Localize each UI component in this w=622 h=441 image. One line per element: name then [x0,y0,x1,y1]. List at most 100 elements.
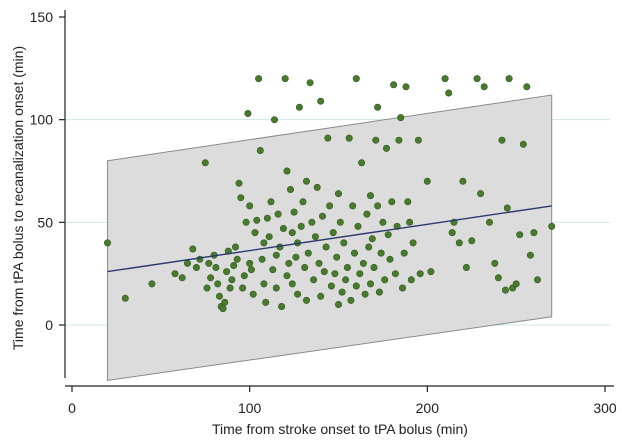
data-point [203,284,211,292]
data-point [356,270,364,278]
data-point [205,259,213,267]
data-point [441,75,449,83]
data-point [349,202,357,210]
data-point [448,229,456,237]
data-point [345,134,353,142]
data-point [455,239,463,247]
data-point [247,266,255,274]
data-point [480,83,488,91]
data-point [368,235,376,243]
data-point [503,204,511,212]
data-point [317,292,325,300]
data-point [237,194,245,202]
data-point [251,229,259,237]
x-axis-title: Time from stroke onset to tPA bolus (min… [212,421,468,437]
data-point [278,302,286,310]
data-point [324,134,332,142]
data-point [342,276,350,284]
data-point [239,284,247,292]
data-point [260,239,268,247]
data-point [272,284,280,292]
data-point [260,280,268,288]
data-point [372,136,380,144]
data-point [219,305,227,313]
data-point [283,272,291,280]
data-point [494,274,502,282]
data-point [246,202,254,210]
data-point [212,263,220,271]
data-point [358,159,366,167]
data-point [265,233,273,241]
data-point [370,263,378,271]
data-point [233,255,241,263]
data-point [304,249,312,257]
data-point [226,284,234,292]
data-point [201,159,209,167]
data-point [377,249,385,257]
data-point [207,274,215,282]
data-point [391,270,399,278]
data-point [409,239,417,247]
data-point [121,294,129,302]
data-point [301,263,309,271]
data-point [292,253,300,261]
data-point [253,216,261,224]
data-point [308,218,316,226]
data-point [302,296,310,304]
data-point [334,190,342,198]
data-point [407,276,415,284]
data-point [285,259,293,267]
data-point [288,280,296,288]
data-point [228,276,236,284]
data-point [365,243,373,251]
data-point [347,296,355,304]
data-point [374,202,382,210]
data-point [340,239,348,247]
data-point [178,274,186,282]
data-point [311,233,319,241]
data-point [379,218,387,226]
data-point [402,83,410,91]
data-point [331,270,339,278]
data-point [299,198,307,206]
data-point [382,144,390,152]
data-point [375,288,383,296]
data-point [306,79,314,87]
data-point [526,251,534,259]
data-point [395,136,403,144]
data-point [230,261,238,269]
data-point [281,75,289,83]
data-point [235,179,243,187]
data-point [246,259,254,267]
data-point [468,237,476,245]
data-point [336,218,344,226]
axes-group: 0 50 100 150 0 100 200 300 [30,9,617,416]
y-tick-label: 150 [30,9,54,25]
data-point [290,208,298,216]
data-point [263,214,271,222]
data-point [262,298,270,306]
data-point [384,231,392,239]
data-point [223,268,231,276]
data-point [184,259,192,267]
data-point [374,103,382,111]
data-point [338,288,346,296]
data-point [329,229,337,237]
data-point [423,177,431,185]
data-point [352,282,360,290]
data-point [366,192,374,200]
data-point [326,202,334,210]
data-point [427,268,435,276]
data-point [381,276,389,284]
data-point [359,259,367,267]
data-point [313,183,321,191]
data-point [258,255,266,263]
data-point [416,270,424,278]
data-point [317,97,325,105]
data-point [390,81,398,89]
y-tick-label: 0 [45,317,53,333]
data-point [333,253,341,261]
data-point [501,286,509,294]
data-point [473,75,481,83]
